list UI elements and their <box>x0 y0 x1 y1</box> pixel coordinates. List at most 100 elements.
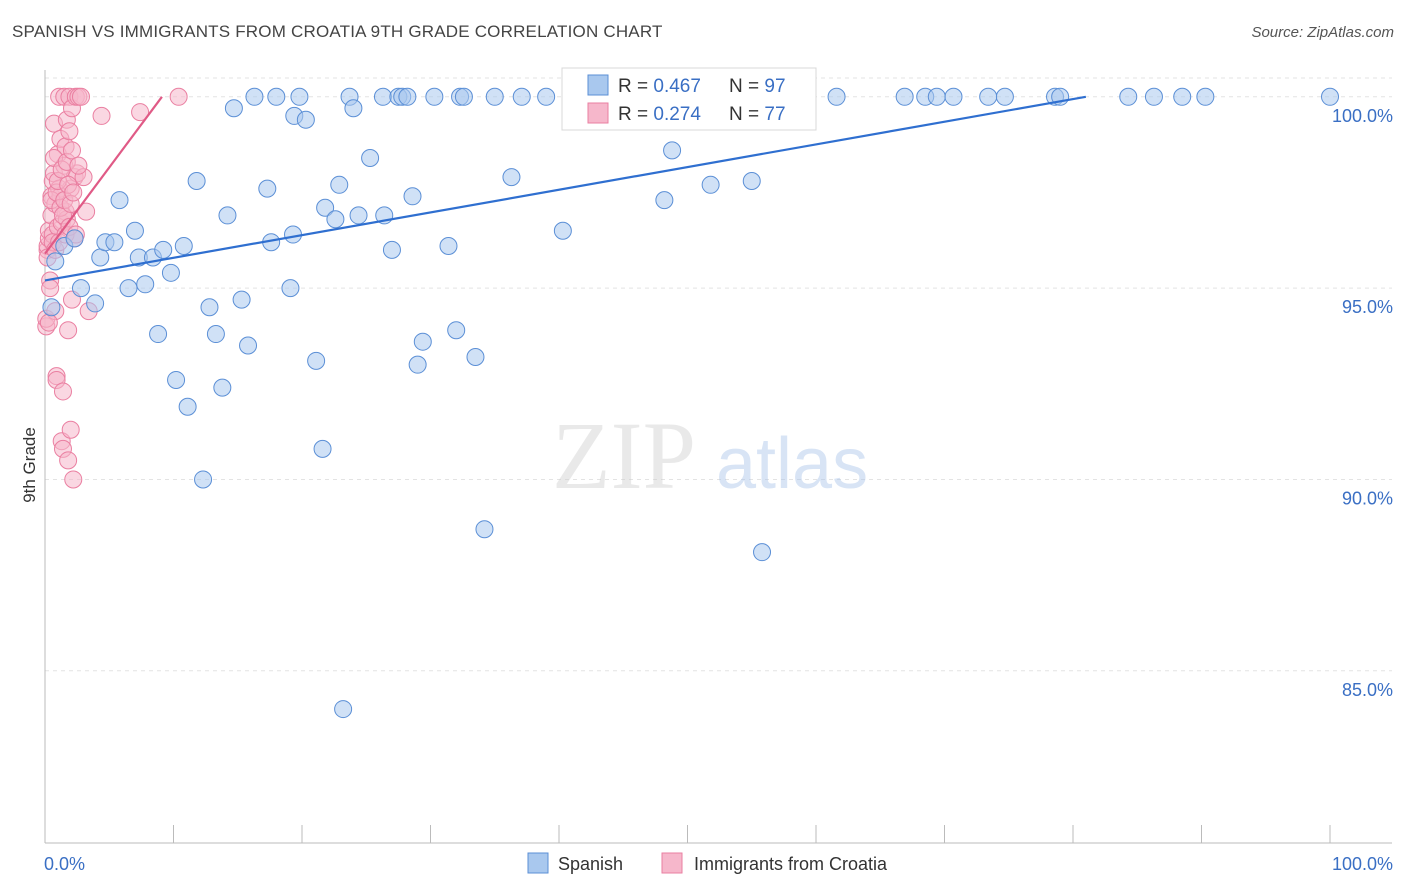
data-point-spanish <box>1119 87 1138 106</box>
data-point-spanish <box>232 290 251 309</box>
data-point-spanish <box>425 87 444 106</box>
data-point-spanish <box>91 248 110 267</box>
watermark: ZIP atlas <box>552 402 868 509</box>
data-point-spanish <box>485 87 504 106</box>
data-point-spanish <box>258 179 277 198</box>
legend-swatch-spanish <box>527 852 549 874</box>
series-legend: Spanish Immigrants from Croatia <box>527 852 888 874</box>
data-point-spanish <box>403 187 422 206</box>
data-point-croatia <box>92 106 111 125</box>
data-point-spanish <box>307 351 326 370</box>
data-point-spanish <box>361 149 380 168</box>
data-point-spanish <box>267 87 286 106</box>
data-point-croatia <box>60 122 79 141</box>
stats-legend: R = 0.467 N = 97 R = 0.274 N = 77 <box>561 67 817 131</box>
data-point-spanish <box>655 191 674 210</box>
data-point-croatia <box>53 382 72 401</box>
stats-n-value-2: 77 <box>764 104 785 125</box>
data-point-spanish <box>119 279 138 298</box>
trend-line-croatia <box>44 96 163 255</box>
data-point-spanish <box>224 99 243 118</box>
y-tick-label: 85.0% <box>1342 680 1393 700</box>
data-point-spanish <box>382 240 401 259</box>
data-point-spanish <box>334 700 353 719</box>
data-point-spanish <box>502 168 521 187</box>
data-point-spanish <box>927 87 946 106</box>
stats-legend-swatch-spanish <box>587 74 609 96</box>
data-point-spanish <box>454 87 473 106</box>
legend-label-spanish: Spanish <box>558 854 623 874</box>
data-point-spanish <box>218 206 237 225</box>
y-tick-label: 90.0% <box>1342 488 1393 508</box>
data-point-croatia <box>64 470 83 489</box>
data-point-spanish <box>512 87 531 106</box>
data-point-spanish <box>1144 87 1163 106</box>
data-point-spanish <box>296 110 315 129</box>
x-tick-labels: 0.0% 100.0% <box>44 854 1393 874</box>
y-axis-label: 9th Grade <box>20 427 39 503</box>
data-point-spanish <box>1173 87 1192 106</box>
data-point-spanish <box>213 378 232 397</box>
x-tick-label-min: 0.0% <box>44 854 85 874</box>
watermark-zip: ZIP <box>552 402 696 509</box>
data-point-spanish <box>86 294 105 313</box>
data-point-spanish <box>110 191 129 210</box>
data-point-spanish <box>330 175 349 194</box>
stats-r-label-1: R = 0.467 <box>618 76 701 97</box>
stats-r-text-2: R = <box>618 104 653 125</box>
data-point-spanish <box>105 233 124 252</box>
legend-swatch-croatia <box>661 852 683 874</box>
data-point-spanish <box>344 99 363 118</box>
data-point-spanish <box>154 240 173 259</box>
stats-r-value-1: 0.467 <box>653 76 701 97</box>
data-point-croatia <box>39 313 58 332</box>
grid-lines <box>45 77 1392 672</box>
y-tick-label: 100.0% <box>1332 106 1393 126</box>
data-point-spanish <box>161 263 180 282</box>
data-point-spanish <box>742 171 761 190</box>
stats-r-label-2: R = 0.274 <box>618 104 701 125</box>
trend-line-spanish <box>44 95 1087 282</box>
data-point-croatia <box>61 420 80 439</box>
data-point-spanish <box>663 141 682 160</box>
data-point-spanish <box>326 210 345 229</box>
legend-label-croatia: Immigrants from Croatia <box>694 854 888 874</box>
data-point-croatia <box>59 321 78 340</box>
stats-r-value-2: 0.274 <box>653 104 701 125</box>
data-point-croatia <box>131 103 150 122</box>
data-point-croatia <box>71 87 90 106</box>
stats-r-text-1: R = <box>618 76 653 97</box>
data-point-spanish <box>447 321 466 340</box>
data-point-spanish <box>178 397 197 416</box>
data-point-spanish <box>753 543 772 562</box>
data-point-spanish <box>136 275 155 294</box>
data-point-spanish <box>1321 87 1339 106</box>
data-point-croatia <box>169 87 188 106</box>
data-point-spanish <box>42 298 61 317</box>
data-point-croatia <box>59 451 78 470</box>
data-point-spanish <box>413 332 432 351</box>
data-point-spanish <box>553 221 572 240</box>
data-point-spanish <box>373 87 392 106</box>
data-point-spanish <box>174 237 193 256</box>
data-point-spanish <box>466 348 485 367</box>
data-point-spanish <box>65 229 84 248</box>
stats-n-label-2: N = 77 <box>729 104 786 125</box>
data-point-spanish <box>313 439 332 458</box>
source-label: Source: ZipAtlas.com <box>1251 24 1394 41</box>
data-point-spanish <box>167 370 186 389</box>
data-point-spanish <box>281 279 300 298</box>
data-point-spanish <box>349 206 368 225</box>
data-point-spanish <box>200 298 219 317</box>
data-point-spanish <box>895 87 914 106</box>
data-point-croatia <box>64 183 83 202</box>
data-point-spanish <box>290 87 309 106</box>
data-point-spanish <box>125 221 144 240</box>
data-point-spanish <box>206 325 225 344</box>
data-point-spanish <box>408 355 427 374</box>
data-point-spanish <box>194 470 213 489</box>
data-point-spanish <box>245 87 264 106</box>
stats-n-label-1: N = 97 <box>729 76 786 97</box>
data-point-croatia <box>62 141 81 160</box>
